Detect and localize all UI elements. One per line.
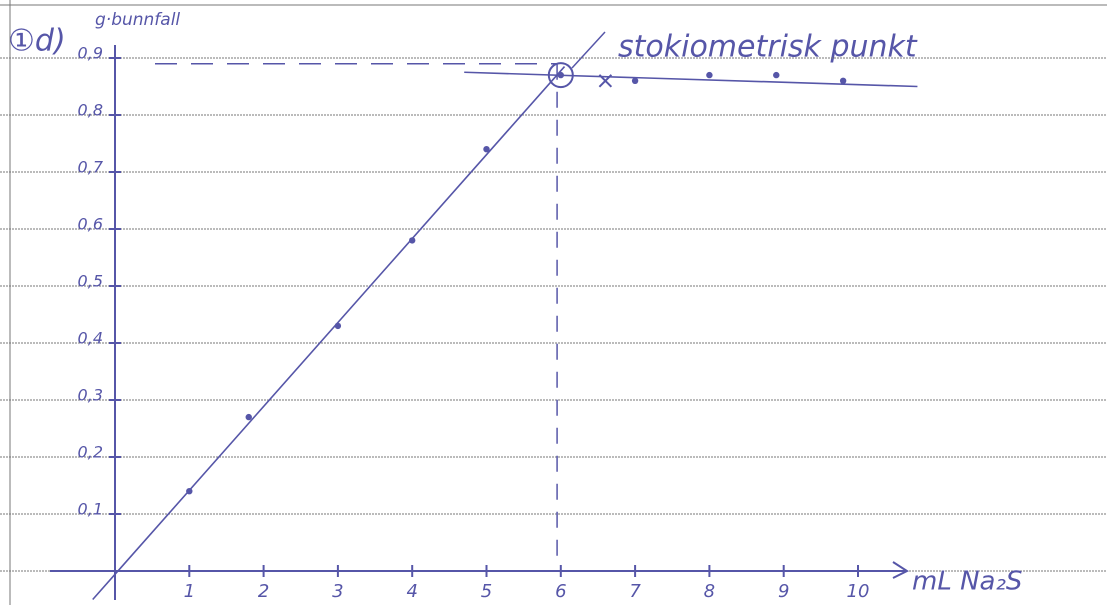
point [840, 78, 846, 84]
y-tick-label: 0,9 [78, 44, 103, 63]
point [773, 72, 779, 78]
x-tick-label: 2 [258, 581, 269, 602]
x-tick-label: 3 [332, 581, 343, 602]
x-tick-label: 5 [481, 581, 492, 602]
y-tick-label: 0,6 [78, 215, 103, 234]
point [186, 488, 192, 494]
x-tick-label: 7 [629, 581, 641, 602]
point [246, 414, 252, 420]
chart: ①d) g·bunnfall stokiometrisk punkt mL Na… [0, 0, 1107, 605]
x-tick-label: 4 [406, 581, 417, 602]
y-tick-label: 0,1 [78, 500, 103, 519]
y-tick-label: 0,7 [78, 158, 104, 177]
x-tick-label: 10 [847, 581, 870, 602]
x-tick-label: 6 [555, 581, 566, 602]
point [483, 146, 489, 152]
x-tick-label: 1 [184, 581, 195, 602]
point [632, 78, 638, 84]
point [335, 323, 341, 329]
y-tick-label: 0,8 [78, 101, 103, 120]
y-tick-label: 0,3 [78, 386, 103, 405]
annotation: stokiometrisk punkt [618, 30, 918, 65]
x-tick-label: 8 [704, 581, 715, 602]
x-tick-label: 9 [778, 581, 789, 602]
y-axis-label: g·bunnfall [95, 10, 180, 30]
point [409, 237, 415, 243]
x-axis-label: mL Na₂S [912, 567, 1022, 597]
exercise-label: ①d) [8, 24, 66, 59]
y-tick-label: 0,5 [78, 272, 103, 291]
point [706, 72, 712, 78]
y-tick-label: 0,4 [78, 329, 103, 348]
y-tick-label: 0,2 [78, 443, 103, 462]
point [558, 72, 564, 78]
